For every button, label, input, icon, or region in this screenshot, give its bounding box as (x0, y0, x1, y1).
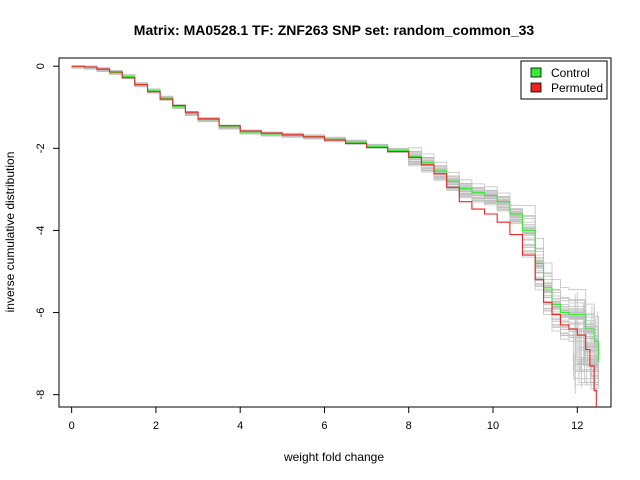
x-axis-label: weight fold change (283, 450, 384, 464)
x-tick-label: 8 (406, 420, 412, 432)
y-axis-label: inverse cumulative distribution (3, 152, 17, 313)
background-line (71, 66, 599, 392)
x-axis: 0 2 4 6 8 10 12 (69, 406, 583, 432)
background-line (71, 67, 599, 383)
chart-title: Matrix: MA0528.1 TF: ZNF263 SNP set: ran… (134, 22, 535, 38)
background-line (71, 67, 599, 386)
background-line (71, 67, 599, 392)
background-line (71, 65, 599, 394)
legend-swatch-permuted (530, 82, 542, 93)
y-tick-label: 0 (35, 63, 47, 69)
background-line (71, 65, 599, 351)
legend-label-control: Control (551, 66, 590, 80)
y-tick-label: -4 (35, 226, 47, 236)
x-tick-label: 12 (571, 420, 583, 432)
series-line-control (71, 65, 599, 362)
x-tick-label: 2 (153, 420, 159, 432)
legend: Control Permuted (520, 60, 608, 100)
background-permutation-lines (71, 65, 599, 394)
background-line (71, 66, 599, 370)
y-tick-label: -2 (35, 143, 47, 153)
y-tick-label: -8 (35, 390, 47, 400)
series-line-permuted (71, 65, 597, 407)
legend-label-permuted: Permuted (551, 81, 603, 95)
background-line (71, 66, 599, 388)
legend-box (520, 60, 608, 100)
y-tick-label: -6 (35, 308, 47, 318)
background-line (71, 65, 599, 348)
legend-swatch-control (530, 67, 542, 78)
background-line (71, 67, 599, 389)
y-axis: 0 -2 -4 -6 -8 (35, 63, 60, 400)
series-lines (71, 65, 599, 407)
background-line (71, 66, 599, 370)
background-line (71, 67, 599, 384)
x-tick-label: 0 (69, 420, 75, 432)
x-tick-label: 4 (237, 420, 243, 432)
background-line (71, 67, 599, 383)
x-tick-label: 10 (487, 420, 499, 432)
x-tick-label: 6 (321, 420, 327, 432)
background-line (71, 65, 599, 388)
background-line (71, 66, 599, 385)
background-line (71, 66, 599, 383)
